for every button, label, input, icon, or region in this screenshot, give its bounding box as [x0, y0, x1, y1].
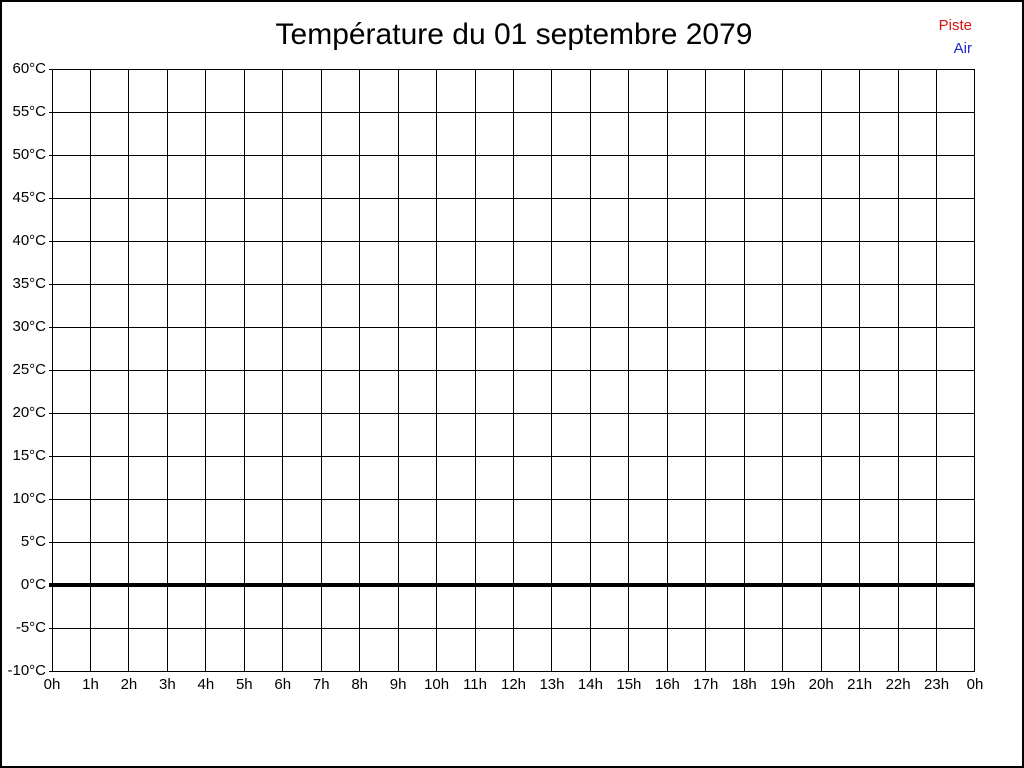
x-tick-label: 1h	[82, 676, 99, 693]
x-tick-label: 15h	[616, 676, 642, 693]
x-tick-label: 22h	[885, 676, 911, 693]
x-tick-label: 4h	[197, 676, 215, 693]
horizontal-gridline	[49, 412, 975, 414]
y-tick-label: 35°C	[12, 275, 46, 292]
y-tick-label: 55°C	[12, 103, 46, 120]
x-tick-label: 12h	[500, 676, 527, 693]
x-tick-label: 11h	[463, 676, 487, 693]
y-tick-label: 60°C	[12, 60, 46, 77]
legend: Piste Air	[939, 14, 972, 60]
x-tick-label: 2h	[120, 676, 138, 693]
vertical-gridline	[705, 69, 707, 671]
vertical-gridline	[820, 69, 822, 671]
x-tick-label: 21h	[847, 676, 873, 693]
horizontal-gridline	[49, 455, 975, 457]
vertical-gridline	[666, 69, 668, 671]
vertical-gridline	[128, 69, 130, 671]
y-axis-labels: 60°C 55°C 50°C 45°C 40°C 35°C 30°C 25°C 20°C 15°C…	[2, 60, 46, 679]
vertical-gridline	[205, 69, 207, 671]
horizontal-gridline	[49, 541, 975, 543]
horizontal-gridline	[49, 240, 975, 242]
vertical-gridline	[436, 69, 438, 671]
y-tick-label: 45°C	[12, 189, 46, 206]
vertical-gridline	[359, 69, 361, 671]
x-tick-label: 23h	[924, 676, 950, 693]
horizontal-gridline	[49, 111, 975, 113]
x-tick-label: 5h	[235, 676, 253, 693]
legend-item-piste: Piste	[938, 17, 972, 34]
y-tick-label: 5°C	[20, 533, 46, 550]
vertical-gridline	[397, 69, 399, 671]
y-tick-label: 30°C	[12, 318, 46, 335]
x-tick-label: 8h	[351, 676, 368, 693]
vertical-gridline	[589, 69, 591, 671]
x-tick-label: 16h	[654, 676, 680, 693]
x-tick-label: 10h	[424, 676, 450, 693]
y-tick-label: 15°C	[12, 447, 46, 464]
legend-item-air: Air	[953, 40, 972, 57]
x-tick-label: 3h	[159, 676, 176, 693]
x-axis-labels: 0h 1h 2h 3h 4h 5h 6h 7h 8h 9h 10h 11h 12h 13h 14h 15h 16…	[44, 676, 984, 696]
vertical-gridline	[897, 69, 899, 671]
x-tick-label: 0h	[43, 676, 61, 693]
chart-title: Température du 01 septembre 2079	[275, 18, 753, 51]
vertical-gridline	[52, 69, 53, 671]
y-tick-label: -5°C	[15, 619, 46, 636]
vertical-gridline	[513, 69, 514, 671]
y-tick-label: 20°C	[12, 404, 46, 421]
x-tick-label: 17h	[693, 676, 719, 693]
vertical-gridline	[320, 69, 322, 671]
vertical-gridline	[89, 69, 91, 671]
vertical-gridline	[474, 69, 476, 671]
y-tick-label: 0°C	[20, 576, 46, 593]
plot-area	[49, 69, 975, 672]
y-tick-label: 40°C	[12, 232, 46, 249]
x-tick-label: 18h	[731, 676, 757, 693]
vertical-gridline	[859, 69, 861, 671]
y-tick-label: -10°C	[7, 662, 46, 679]
vertical-gridline	[974, 69, 975, 671]
horizontal-gridline	[49, 498, 975, 500]
x-tick-label: 7h	[312, 676, 330, 693]
x-tick-label: 9h	[389, 676, 407, 693]
vertical-gridline	[282, 69, 284, 671]
x-tick-label: 19h	[770, 676, 796, 693]
x-tick-label: 14h	[577, 676, 603, 693]
horizontal-gridline	[49, 197, 975, 199]
y-tick-label: 50°C	[12, 146, 46, 163]
vertical-gridline	[166, 69, 168, 671]
horizontal-gridline	[49, 670, 975, 672]
horizontal-gridline	[49, 154, 975, 156]
vertical-gridline	[743, 69, 745, 671]
horizontal-gridline	[49, 627, 975, 629]
x-tick-label: 13h	[539, 676, 565, 693]
y-tick-label: 25°C	[12, 361, 46, 378]
horizontal-gridline	[49, 369, 975, 371]
x-tick-label: 0h	[966, 676, 984, 693]
x-tick-label: 6h	[274, 676, 292, 693]
horizontal-gridline	[49, 69, 975, 70]
y-tick-label: 10°C	[12, 490, 46, 507]
vertical-gridline	[243, 69, 245, 671]
x-tick-label: 20h	[808, 676, 834, 693]
zero-gridline	[49, 583, 975, 587]
vertical-gridline	[936, 69, 938, 671]
vertical-gridline	[551, 69, 553, 671]
vertical-gridline	[782, 69, 784, 671]
horizontal-gridline	[49, 326, 975, 328]
horizontal-gridline	[49, 283, 975, 285]
vertical-gridline	[628, 69, 630, 671]
